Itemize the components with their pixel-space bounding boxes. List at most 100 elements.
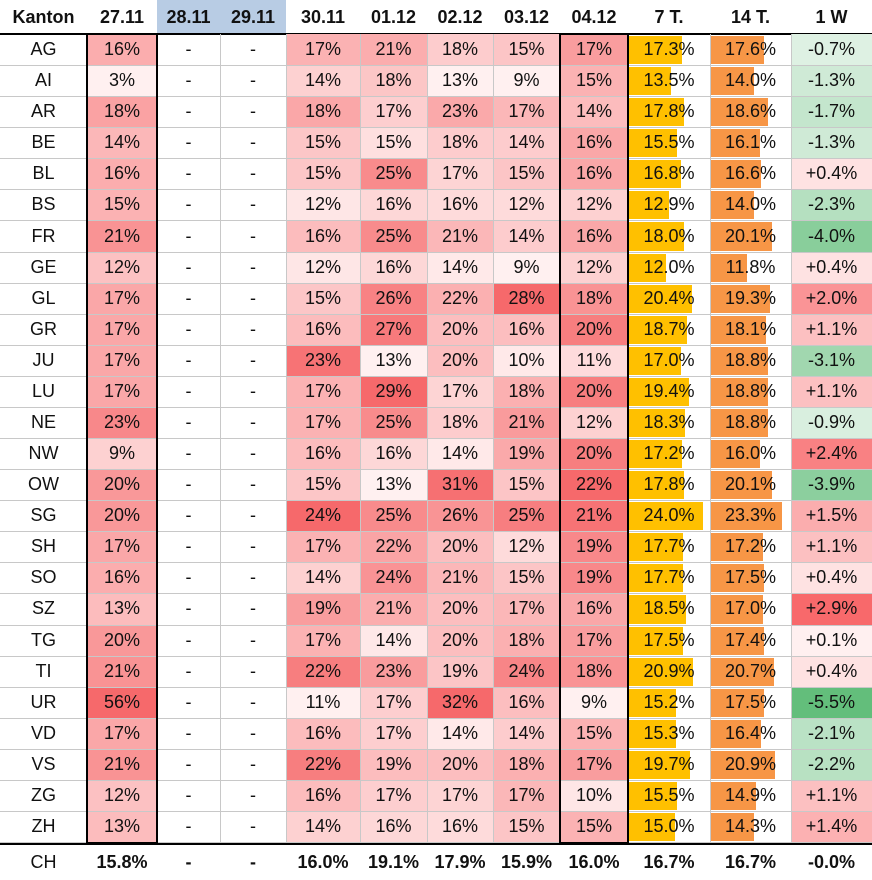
daily-value-cell: 15% xyxy=(560,717,628,749)
fourteen-day-average-cell: 14.9% xyxy=(724,784,777,805)
row-gridline xyxy=(0,189,872,191)
daily-value-cell: 16% xyxy=(360,251,427,283)
daily-value-cell: - xyxy=(185,536,192,557)
column-header-col-8: 04.12 xyxy=(571,6,617,27)
kanton-label: FR xyxy=(31,225,56,246)
column-gridline xyxy=(286,34,287,843)
total-daily-value: - xyxy=(250,851,256,872)
daily-value-cell: 9% xyxy=(87,438,157,470)
weekly-change-cell: -2.3% xyxy=(791,189,872,221)
daily-value-cell: 32% xyxy=(427,686,493,718)
seven-day-bar xyxy=(629,284,692,313)
fourteen-day-average-cell: 20.7% xyxy=(724,660,777,681)
daily-value-cell: - xyxy=(250,505,256,526)
row-gridline xyxy=(0,344,872,346)
row-gridline xyxy=(0,96,872,98)
kanton-label: JU xyxy=(32,349,55,370)
daily-value-cell: 16% xyxy=(360,438,427,470)
daily-value-cell: - xyxy=(250,474,256,495)
fourteen-day-average-cell: 16.1% xyxy=(724,132,777,153)
daily-value-cell: 22% xyxy=(286,748,360,780)
column-gridline xyxy=(220,34,221,843)
seven-day-bar xyxy=(629,564,684,593)
column-header-col-1: 27.11 xyxy=(99,6,145,27)
fourteen-day-bar xyxy=(711,98,768,127)
fourteen-day-average-cell: 16.0% xyxy=(724,443,777,464)
daily-value-cell: 20% xyxy=(427,531,493,563)
daily-value-cell: 25% xyxy=(360,406,427,439)
daily-value-cell: 17% xyxy=(493,96,560,128)
fourteen-day-bar xyxy=(711,813,755,842)
daily-value-cell: - xyxy=(250,567,256,588)
row-gridline xyxy=(0,375,872,377)
daily-value-cell: - xyxy=(250,101,256,122)
daily-value-cell: 20% xyxy=(427,748,493,780)
seven-day-bar xyxy=(629,781,677,810)
fourteen-day-bar xyxy=(711,284,770,313)
row-gridline xyxy=(0,313,872,315)
daily-value-cell: 20% xyxy=(560,313,628,345)
daily-value-cell: 17% xyxy=(286,375,360,407)
daily-value-cell: 17% xyxy=(286,531,360,563)
daily-value-cell: 14% xyxy=(560,96,628,128)
fourteen-day-bar xyxy=(711,315,766,344)
daily-value-cell: 17% xyxy=(493,593,560,625)
seven-day-average-cell: 17.8% xyxy=(643,474,695,495)
seven-day-average-cell: 17.2% xyxy=(643,443,695,464)
daily-value-cell: 15% xyxy=(560,811,628,843)
seven-day-average-cell: 18.0% xyxy=(643,225,695,246)
daily-value-cell: 14% xyxy=(493,220,560,252)
fourteen-day-average-cell: 17.0% xyxy=(724,598,777,619)
daily-value-cell: 14% xyxy=(427,438,493,470)
row-gridline xyxy=(0,748,872,750)
daily-value-cell: 16% xyxy=(286,779,360,811)
seven-day-average-cell: 15.3% xyxy=(643,722,695,743)
fourteen-day-average-cell: 17.2% xyxy=(724,536,777,557)
daily-value-cell: - xyxy=(250,629,256,650)
daily-value-cell: - xyxy=(250,349,256,370)
daily-value-cell: 13% xyxy=(360,344,427,376)
column-header-kanton: Kanton xyxy=(12,6,75,27)
daily-value-cell: 16% xyxy=(560,593,628,625)
daily-value-cell: 17% xyxy=(87,282,157,314)
row-gridline xyxy=(0,282,872,284)
total-daily-value: 16.0% xyxy=(297,851,349,872)
daily-value-cell: 16% xyxy=(427,811,493,843)
fourteen-day-bar xyxy=(711,471,773,500)
daily-value-cell: 13% xyxy=(87,811,157,843)
daily-value-cell: 21% xyxy=(87,748,157,780)
row-gridline xyxy=(0,531,872,533)
column-gridline xyxy=(87,34,88,843)
daily-value-cell: 3% xyxy=(87,65,157,97)
weekly-change-cell: +2.9% xyxy=(791,593,872,625)
daily-value-cell: 25% xyxy=(493,500,560,532)
seven-day-bar xyxy=(629,160,681,189)
daily-value-cell: 17% xyxy=(87,375,157,407)
seven-day-bar xyxy=(629,595,686,624)
seven-day-average-cell: 12.0% xyxy=(643,256,695,277)
daily-value-cell: 16% xyxy=(560,158,628,190)
daily-value-cell: - xyxy=(250,132,256,153)
daily-value-cell: - xyxy=(185,287,192,308)
daily-value-cell: 12% xyxy=(560,406,628,439)
daily-value-cell: - xyxy=(250,722,256,743)
seven-day-average-cell: 12.9% xyxy=(643,194,695,215)
daily-value-cell: - xyxy=(250,39,256,60)
daily-value-cell: 15% xyxy=(560,65,628,97)
daily-value-cell: 16% xyxy=(286,313,360,345)
daily-value-cell: 17% xyxy=(560,748,628,780)
weekly-change-cell: -1.3% xyxy=(791,127,872,159)
daily-value-cell: 17% xyxy=(427,375,493,407)
daily-value-cell: 20% xyxy=(427,593,493,625)
daily-value-cell: 15% xyxy=(493,811,560,843)
daily-value-cell: 13% xyxy=(427,65,493,97)
daily-value-cell: 22% xyxy=(360,531,427,563)
daily-value-cell: 18% xyxy=(87,96,157,128)
seven-day-bar xyxy=(629,626,683,655)
seven-day-average-cell: 18.3% xyxy=(643,411,695,432)
fourteen-day-average-cell: 18.8% xyxy=(724,349,777,370)
daily-value-cell: - xyxy=(185,753,192,774)
fourteen-day-average-cell: 23.3% xyxy=(724,505,777,526)
fourteen-day-bar xyxy=(711,688,765,717)
daily-value-cell: 31% xyxy=(427,469,493,501)
